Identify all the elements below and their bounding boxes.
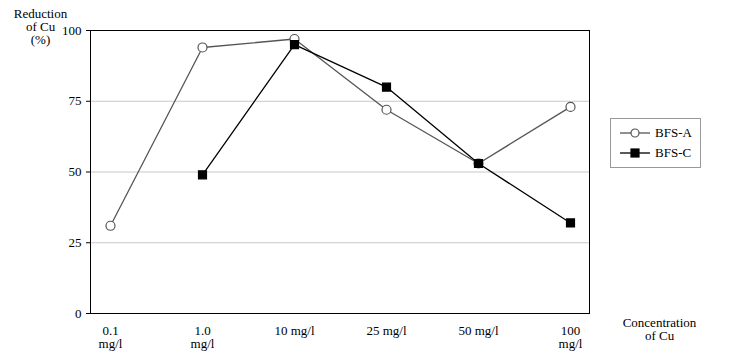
svg-text:50 mg/l: 50 mg/l xyxy=(458,323,498,338)
svg-text:10 mg/l: 10 mg/l xyxy=(274,323,314,338)
svg-text:0.1mg/l: 0.1mg/l xyxy=(99,323,123,351)
svg-text:1.0mg/l: 1.0mg/l xyxy=(191,323,215,351)
svg-text:Concentrationof Cu: Concentrationof Cu xyxy=(623,315,697,343)
svg-text:Reductionof Cu(%): Reductionof Cu(%) xyxy=(14,6,68,47)
svg-text:50: 50 xyxy=(69,164,82,179)
svg-text:75: 75 xyxy=(69,93,82,108)
html-text:BFS-A: BFS-A xyxy=(655,125,692,140)
svg-text:100: 100 xyxy=(62,23,82,38)
html-text:BFS-C: BFS-C xyxy=(655,145,692,160)
svg-text:25 mg/l: 25 mg/l xyxy=(366,323,406,338)
svg-text:25: 25 xyxy=(69,235,82,250)
svg-text:0: 0 xyxy=(75,306,82,321)
svg-text:100mg/l: 100mg/l xyxy=(559,323,583,351)
